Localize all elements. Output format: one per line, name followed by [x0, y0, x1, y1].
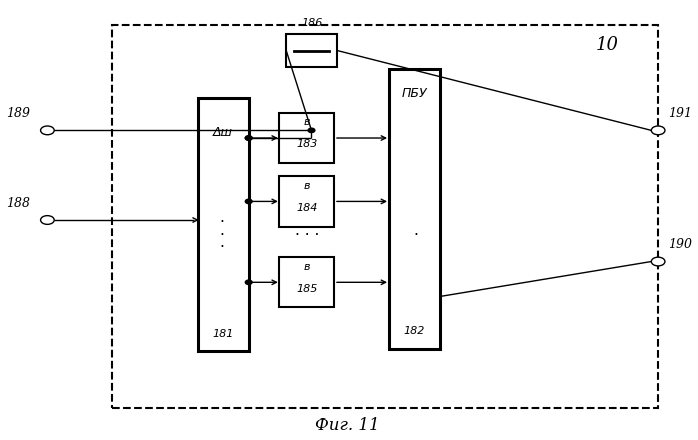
Text: 183: 183 — [296, 139, 318, 149]
Circle shape — [40, 126, 54, 135]
Text: ПБУ: ПБУ — [401, 87, 427, 100]
Text: 181: 181 — [212, 329, 234, 339]
Bar — [389, 69, 440, 349]
Bar — [112, 26, 658, 408]
Text: ·
·
·: · · · — [219, 215, 224, 255]
Text: 182: 182 — [403, 326, 425, 337]
Text: 190: 190 — [669, 238, 692, 251]
Circle shape — [245, 136, 252, 140]
Text: 186: 186 — [301, 18, 322, 28]
Circle shape — [40, 216, 54, 224]
Text: Δш: Δш — [213, 126, 233, 139]
Bar — [279, 113, 334, 163]
Bar — [286, 34, 337, 67]
Circle shape — [651, 257, 665, 266]
Circle shape — [245, 199, 252, 204]
Text: 189: 189 — [6, 107, 30, 120]
Bar — [198, 98, 248, 351]
Text: · · ·: · · · — [295, 228, 319, 243]
Text: 184: 184 — [296, 203, 318, 213]
Circle shape — [651, 126, 665, 135]
Bar — [279, 176, 334, 227]
Bar — [279, 257, 334, 308]
Text: 188: 188 — [6, 197, 30, 210]
Text: 10: 10 — [595, 36, 618, 54]
Circle shape — [308, 128, 315, 132]
Circle shape — [245, 136, 252, 140]
Text: ·: · — [413, 228, 418, 243]
Circle shape — [245, 280, 252, 285]
Text: Фиг. 11: Фиг. 11 — [315, 417, 380, 434]
Text: 185: 185 — [296, 284, 318, 293]
Text: 191: 191 — [669, 107, 692, 120]
Text: в: в — [304, 117, 310, 128]
Text: в: в — [304, 262, 310, 272]
Text: в: в — [304, 181, 310, 191]
